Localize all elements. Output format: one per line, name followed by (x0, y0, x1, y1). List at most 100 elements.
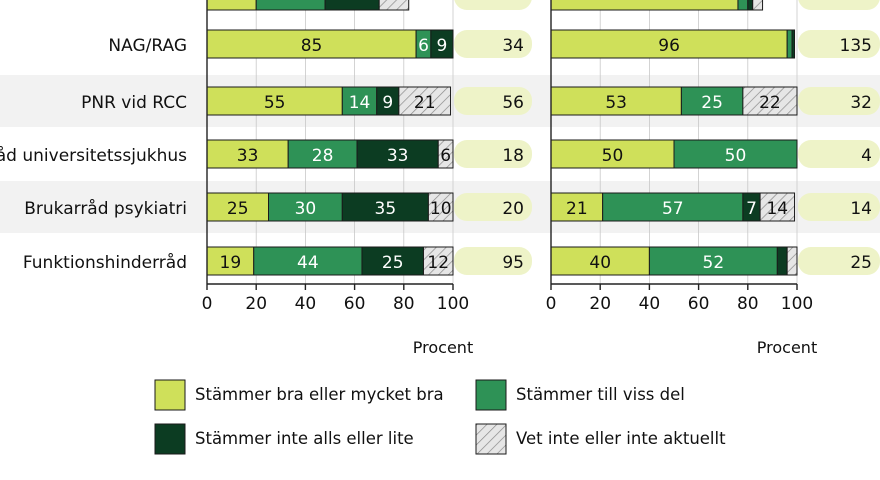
segment-unknown (437, 139, 454, 169)
data-label: 55 (264, 93, 286, 113)
segment-little (791, 29, 796, 59)
segment-good (206, 29, 417, 59)
data-label: 44 (297, 253, 319, 273)
x-tick-label: 40 (295, 294, 317, 314)
data-label: 12 (427, 253, 449, 273)
data-label: 30 (295, 199, 317, 219)
data-label: 14 (349, 93, 371, 113)
data-label: 21 (414, 93, 436, 113)
segment-little (776, 246, 788, 276)
data-label: 19 (220, 253, 242, 273)
data-label: 25 (382, 253, 404, 273)
legend-swatch-little (154, 423, 186, 455)
data-label: 22 (759, 93, 781, 113)
data-label: 35 (375, 199, 397, 219)
segment-some (255, 0, 326, 11)
segment-good (206, 139, 289, 169)
data-label: 25 (227, 199, 249, 219)
segment-unknown (759, 192, 796, 222)
segment-good (550, 139, 675, 169)
count-label: 95 (502, 253, 524, 273)
segment-some (673, 139, 798, 169)
data-label: 9 (437, 36, 448, 56)
data-label: 9 (382, 93, 393, 113)
count-pill (798, 87, 880, 115)
segment-good (206, 192, 269, 222)
category-label: NAG/RAG (108, 36, 187, 56)
x-tick-label: 0 (546, 294, 557, 314)
data-label: 10 (430, 199, 452, 219)
count-label: 135 (840, 36, 872, 56)
segment-some (253, 246, 363, 276)
segment-little (747, 0, 754, 11)
count-label: 18 (502, 146, 524, 166)
data-label: 50 (725, 146, 747, 166)
count-pill (454, 0, 532, 10)
x-tick-label: 80 (393, 294, 415, 314)
legend-swatch-some (475, 379, 507, 411)
data-label: 25 (701, 93, 723, 113)
data-label: 33 (237, 146, 259, 166)
data-label: 28 (312, 146, 334, 166)
legend-label: Stämmer bra eller mycket bra (195, 385, 444, 404)
count-label: 56 (502, 93, 524, 113)
count-label: 25 (850, 253, 872, 273)
legend-label: Stämmer inte alls eller lite (195, 429, 414, 448)
x-tick-label: 60 (344, 294, 366, 314)
segment-good (550, 86, 682, 116)
legend-swatch-unknown (475, 423, 507, 455)
segment-unknown (742, 86, 798, 116)
data-label: 6 (418, 36, 429, 56)
count-pill (454, 140, 532, 168)
category-label: Råd universitetssjukhus (0, 145, 187, 166)
x-tick-label: 60 (688, 294, 710, 314)
segment-unknown (752, 0, 764, 11)
count-label: 34 (502, 36, 524, 56)
panel-2: 96 135 53 25 22 32 50 50 4 21 57 7 14 14 40 52 25 0 20 40 60… (546, 0, 880, 357)
count-label: 32 (850, 93, 872, 113)
data-label: 53 (605, 93, 627, 113)
count-pill (798, 30, 880, 58)
data-label: 33 (387, 146, 409, 166)
data-label: 52 (703, 253, 725, 273)
segment-some (786, 29, 793, 59)
count-pill (798, 0, 880, 10)
segment-unknown (422, 246, 454, 276)
segment-little (356, 139, 439, 169)
segment-unknown (786, 246, 798, 276)
x-tick-label: 80 (737, 294, 759, 314)
count-pill (454, 30, 532, 58)
segment-some (602, 192, 744, 222)
x-axis-title: Procent (413, 338, 473, 357)
segment-little (361, 246, 424, 276)
x-axis-title: Procent (757, 338, 817, 357)
segment-unknown (398, 86, 452, 116)
data-label: 40 (589, 253, 611, 273)
x-tick-label: 20 (589, 294, 611, 314)
data-label: 7 (746, 199, 757, 219)
count-label: 14 (850, 199, 872, 219)
segment-some (268, 192, 343, 222)
x-tick-label: 100 (781, 294, 813, 314)
data-label: 85 (301, 36, 323, 56)
segment-unknown (427, 192, 454, 222)
segment-little (324, 0, 380, 11)
data-label: 6 (440, 146, 451, 166)
x-tick-label: 20 (245, 294, 267, 314)
count-label: 20 (502, 199, 524, 219)
segment-good (206, 246, 255, 276)
segment-little (341, 192, 429, 222)
segment-good (206, 0, 257, 11)
count-label: 4 (861, 146, 872, 166)
x-tick-label: 0 (202, 294, 213, 314)
data-label: 57 (662, 199, 684, 219)
segment-some (648, 246, 778, 276)
legend-swatch-good (154, 379, 186, 411)
segment-little (430, 29, 454, 59)
category-label: PNR vid RCC (81, 93, 187, 113)
count-pill (454, 247, 532, 275)
legend-label: Stämmer till viss del (516, 385, 685, 404)
count-pill (454, 87, 532, 115)
